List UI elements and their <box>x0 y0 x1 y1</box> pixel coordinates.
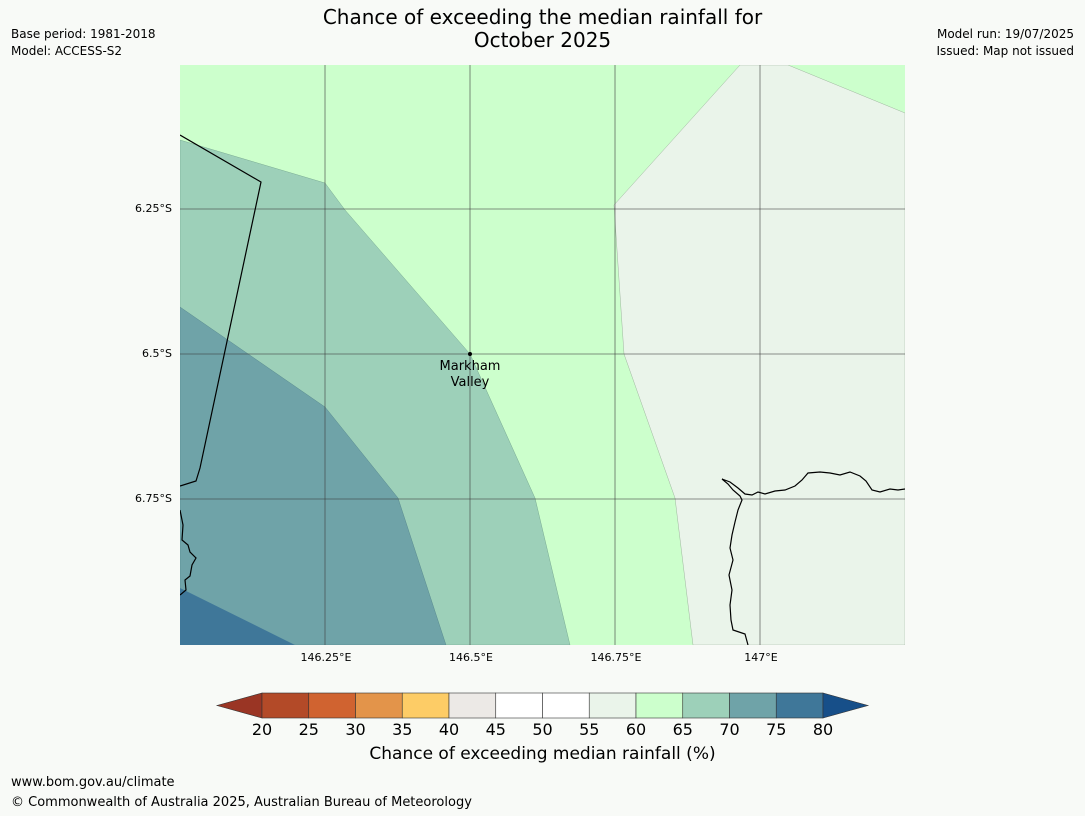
coastline-east <box>721 471 905 645</box>
colorbar-bin <box>635 692 684 719</box>
lat-label-6-25s: 6.25°S <box>135 202 172 215</box>
colorbar-bin <box>401 692 450 719</box>
model-text: Model: ACCESS-S2 <box>11 44 123 58</box>
colorbar-tick-label: 40 <box>438 720 460 739</box>
colorbar-tick-label: 25 <box>298 720 319 739</box>
map-title-line1: Chance of exceeding the median rainfall … <box>322 5 763 29</box>
colorbar-tick-label: 65 <box>672 720 693 739</box>
colorbar-bin <box>448 692 497 719</box>
colorbar-bin <box>775 692 824 719</box>
lon-label-147e: 147°E <box>744 651 778 664</box>
map-title: Chance of exceeding the median rainfall … <box>0 6 1085 52</box>
meta-left: Base period: 1981-2018 Model: ACCESS-S2 <box>11 26 156 60</box>
lon-label-146-75e: 146.75°E <box>590 651 642 664</box>
colorbar-tick-label: 50 <box>532 720 553 739</box>
colorbar-bin <box>308 692 356 719</box>
base-period-text: Base period: 1981-2018 <box>11 27 156 41</box>
border-lines <box>180 134 905 645</box>
markham-valley-marker <box>468 352 472 356</box>
colorbar-bin <box>261 692 310 719</box>
meta-right: Model run: 19/07/2025 Issued: Map not is… <box>936 26 1074 60</box>
province-boundary <box>180 134 262 487</box>
colorbar-tick-label: 55 <box>579 720 600 739</box>
issued-text: Issued: Map not issued <box>936 44 1074 58</box>
colorbar-tick-label: 20 <box>251 720 273 739</box>
place-label-markham-valley: Markham Valley <box>420 359 520 391</box>
lon-label-146-25e: 146.25°E <box>300 651 352 664</box>
colorbar-bin <box>588 692 637 719</box>
colorbar-extend-low <box>215 692 263 719</box>
colorbar-tick-label: 80 <box>812 720 834 739</box>
zone-75-80 <box>180 588 295 645</box>
footer-url[interactable]: www.bom.gov.au/climate <box>11 775 175 790</box>
colorbar-bin <box>682 692 730 719</box>
colorbar-bin <box>495 692 543 719</box>
footer-copyright: © Commonwealth of Australia 2025, Austra… <box>11 795 472 810</box>
graticule <box>180 65 905 645</box>
colorbar-bin <box>542 692 590 719</box>
coastline-west <box>180 509 197 596</box>
model-run-text: Model run: 19/07/2025 <box>936 27 1074 41</box>
colorbar-bin <box>355 692 403 719</box>
zone-70-75 <box>180 306 447 645</box>
colorbar-tick-label: 70 <box>719 720 740 739</box>
map-title-line2: October 2025 <box>473 28 612 52</box>
colorbar-tick-label: 30 <box>345 720 366 739</box>
place-label-line1: Markham <box>439 359 501 374</box>
colorbar-tick-label: 45 <box>485 720 506 739</box>
colorbar-title: Chance of exceeding median rainfall (%) <box>369 744 716 764</box>
colorbar-bin <box>729 692 777 719</box>
colorbar-tick-label: 60 <box>625 720 647 739</box>
colorbar-tick-label: 35 <box>392 720 413 739</box>
place-label-line2: Valley <box>450 375 490 390</box>
zone-55-60 <box>613 65 905 645</box>
lat-label-6-75s: 6.75°S <box>135 492 172 505</box>
colorbar-extend-high <box>822 692 870 719</box>
lat-label-6-5s: 6.5°S <box>142 347 172 360</box>
lon-label-146-5e: 146.5°E <box>449 651 493 664</box>
colorbar-tick-label: 75 <box>766 720 787 739</box>
